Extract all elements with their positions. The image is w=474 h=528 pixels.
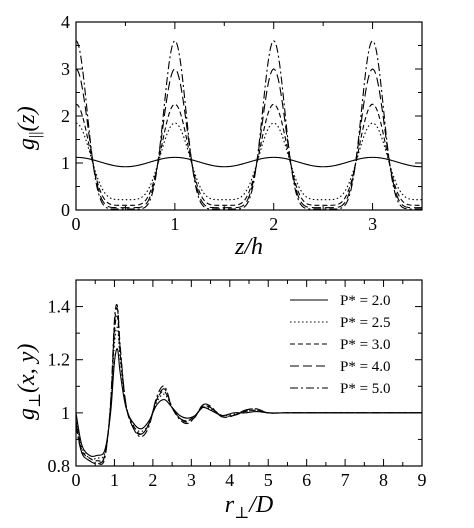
legend-label-2: P* = 2.5 (340, 315, 391, 331)
bottom-chart: 0 1 2 3 4 5 6 7 8 90.811.21.4 P* = 2.0P* = 2.5P* … (14, 279, 427, 522)
bottom-x-tick-label: 2 (148, 470, 157, 490)
bottom-series-group (75, 303, 422, 465)
top-series-line-4 (75, 68, 422, 209)
legend-label-5: P* = 5.0 (340, 381, 391, 397)
top-series-line-1 (75, 156, 423, 168)
bottom-x-tick-label: 8 (379, 470, 388, 490)
top-series-line-3 (75, 103, 422, 206)
bottom-axis-ticks: 0 1 2 3 4 5 6 7 8 9 0.8 1 1.2 1.4 (48, 280, 427, 490)
bottom-x-tick-label: 4 (225, 470, 234, 490)
bottom-x-axis-subscript: ⊥ (234, 505, 249, 522)
legend-label-4: P* = 4.0 (340, 359, 391, 375)
bottom-x-axis-label: r⊥/D (225, 492, 273, 522)
top-series-line-5 (75, 40, 422, 210)
top-y-tick-label: 4 (61, 12, 70, 32)
top-x-tick-label: 0 (72, 214, 81, 234)
bottom-x-tick-label: 0 (72, 470, 81, 490)
bottom-y-tick-label: 0.8 (48, 456, 71, 476)
bottom-y-axis-label: g⊥(x, y) (14, 344, 44, 420)
bottom-series-line-5 (75, 303, 422, 465)
bottom-y-tick-label: 1.2 (48, 350, 71, 370)
bottom-legend: P* = 2.0 P* = 2.5 P* = 3.0 P* = 4.0 P* = 5.0 (290, 293, 391, 397)
top-x-tick-label: 2 (269, 214, 278, 234)
top-chart: 0 1 2 3 0 1 2 3 4 g||(z) z/h (14, 12, 423, 260)
top-y-axis-subscript: || (27, 132, 44, 138)
bottom-x-tick-label: 1 (110, 470, 119, 490)
top-series-line-2 (75, 122, 422, 201)
top-series-group (75, 40, 423, 210)
bottom-x-tick-label: 7 (341, 470, 350, 490)
bottom-x-tick-label: 5 (264, 470, 273, 490)
top-x-tick-label: 3 (368, 214, 377, 234)
legend-label-3: P* = 3.0 (340, 337, 391, 353)
bottom-y-tick-label: 1.4 (48, 297, 71, 317)
top-y-axis-label: g||(z) (14, 106, 44, 150)
bottom-x-tick-label: 3 (187, 470, 196, 490)
bottom-x-tick-label: 6 (302, 470, 311, 490)
top-x-tick-label: 1 (170, 214, 179, 234)
top-y-tick-label: 3 (61, 59, 70, 79)
bottom-x-tick-label: 9 (418, 470, 427, 490)
bottom-y-axis-subscript: ⊥ (27, 393, 44, 408)
top-axis-ticks: 0 1 2 3 0 1 2 3 4 (61, 12, 422, 234)
bottom-y-tick-label: 1 (61, 403, 70, 423)
top-plot-frame (75, 21, 423, 211)
top-y-tick-label: 0 (61, 200, 70, 220)
legend-label-1: P* = 2.0 (340, 293, 391, 309)
top-x-axis-label: z/h (234, 234, 263, 260)
top-y-tick-label: 2 (61, 106, 70, 126)
top-y-tick-label: 1 (61, 153, 70, 173)
